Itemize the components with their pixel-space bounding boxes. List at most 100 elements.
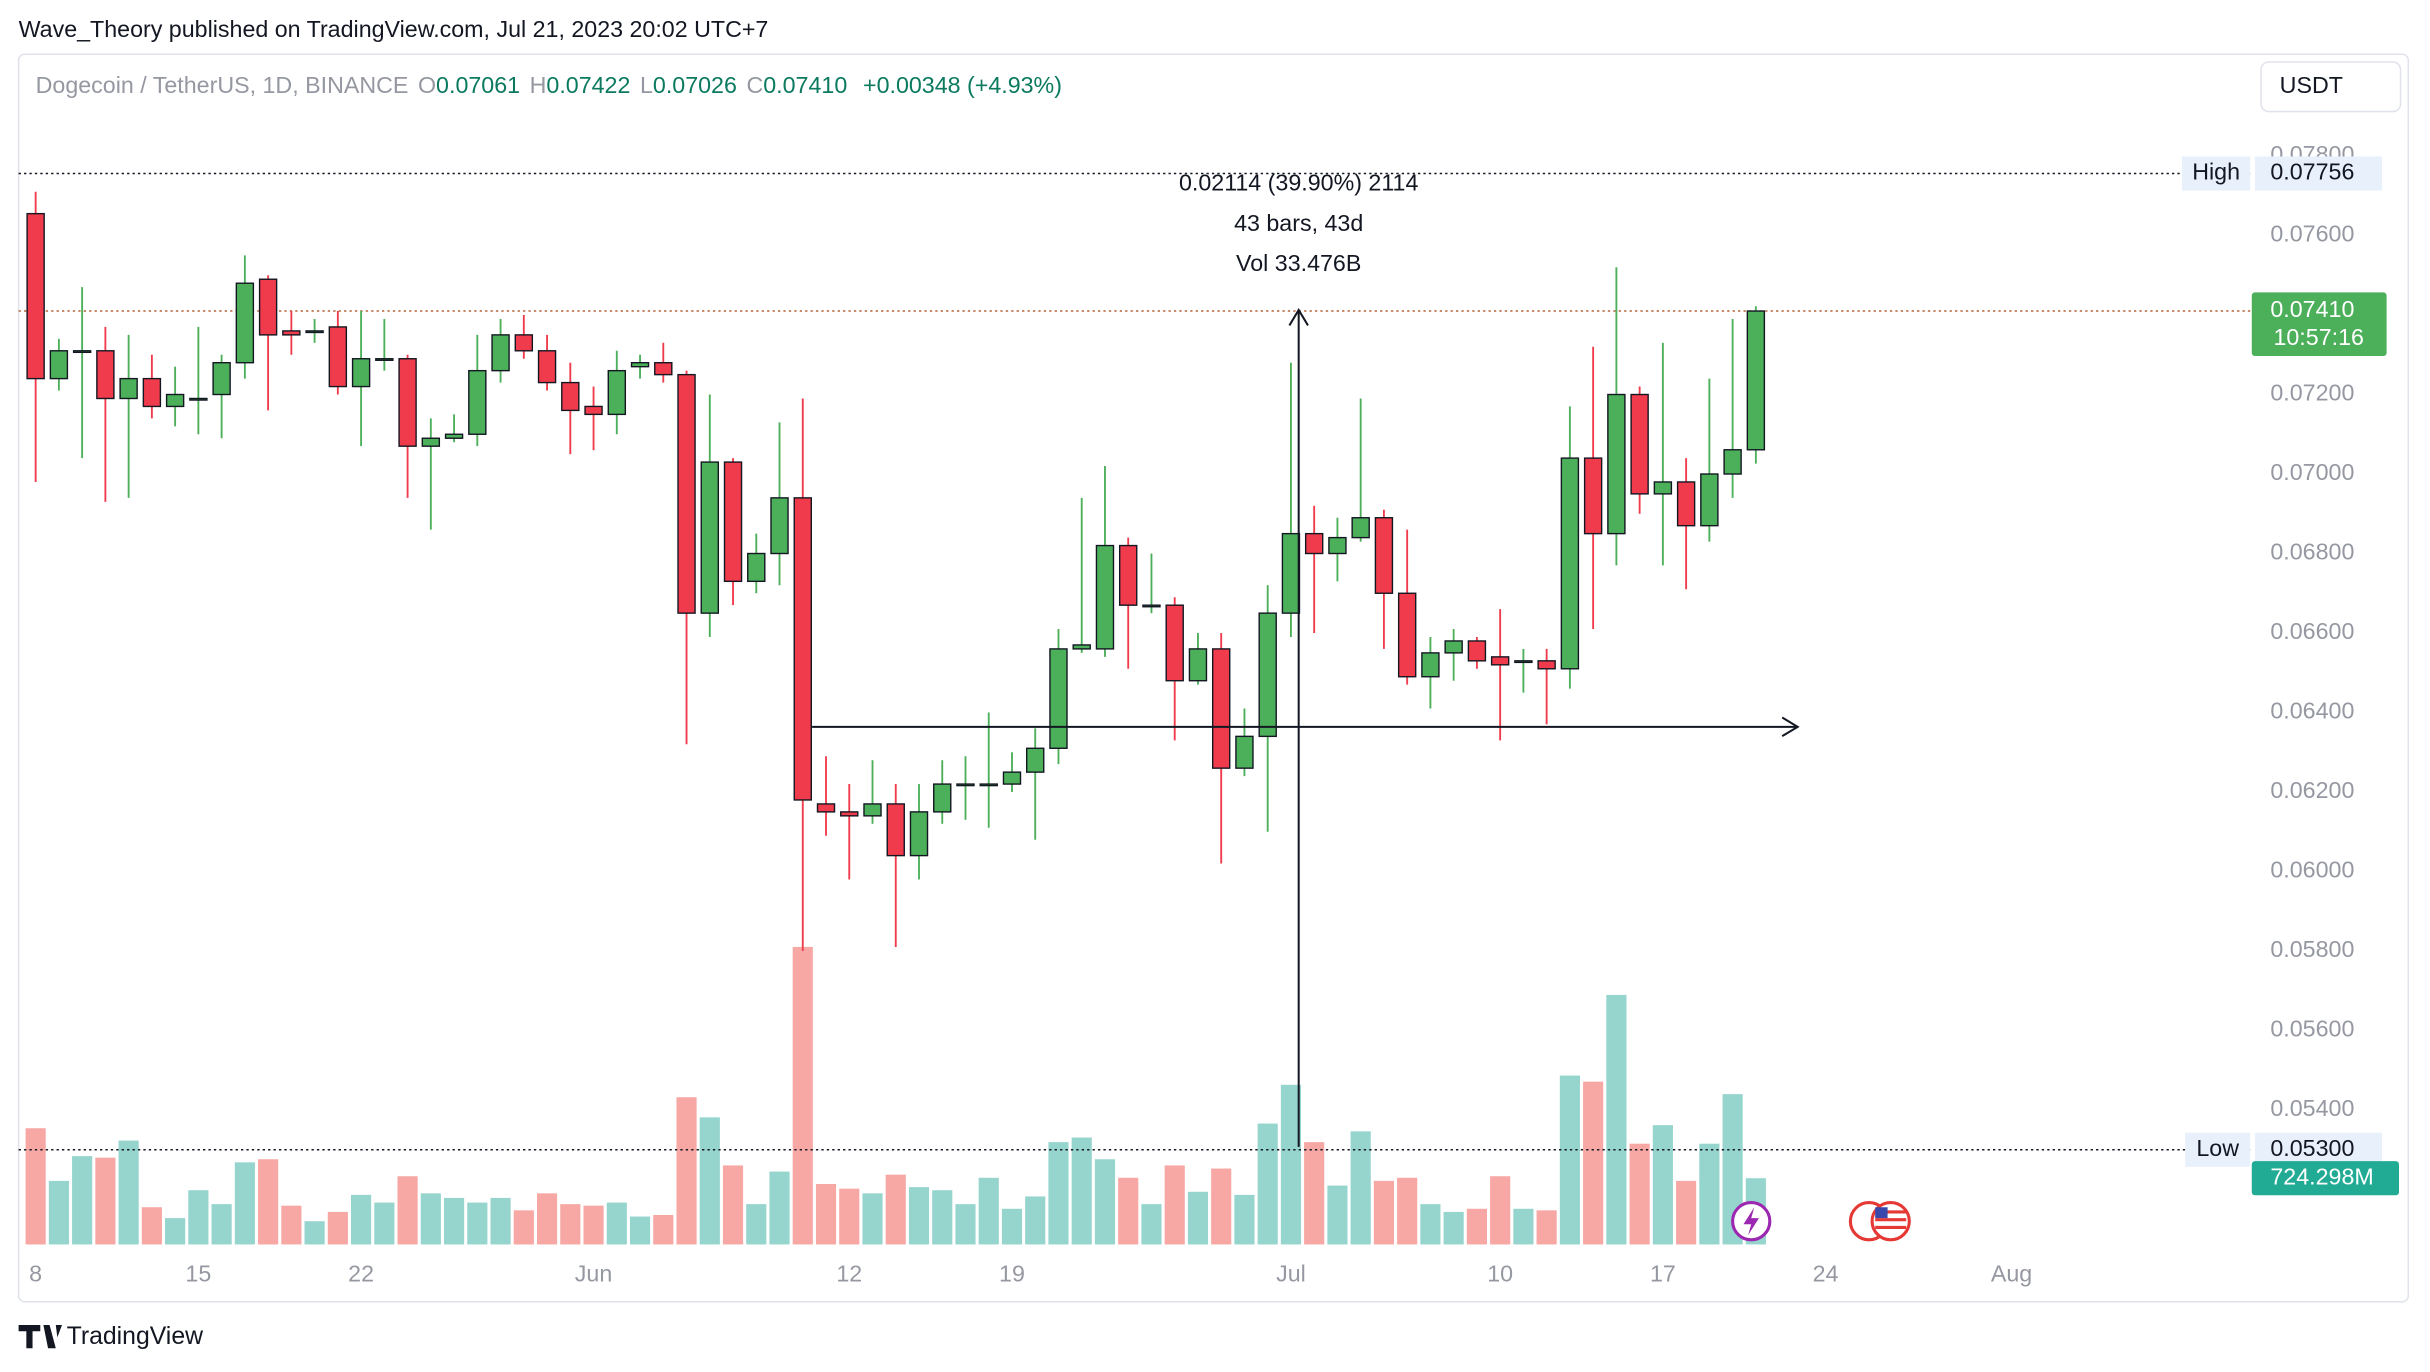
volume-bar (1071, 1137, 1092, 1245)
volume-bar (1606, 994, 1627, 1245)
candle-body (700, 461, 720, 614)
y-tick-label: 0.07200 (2270, 380, 2354, 406)
volume-bar (1001, 1208, 1023, 1245)
legend-low: 0.07026 (653, 72, 737, 98)
volume-bar (490, 1197, 511, 1245)
candle-body (351, 358, 371, 388)
volume-bar (1118, 1177, 1139, 1245)
last-price-countdown: 10:57:16 (2273, 324, 2363, 350)
y-tick-label: 0.06800 (2270, 539, 2354, 565)
candle-body (235, 282, 255, 364)
candle-body (1630, 393, 1649, 495)
candle-body (26, 212, 45, 380)
candle-body (607, 369, 627, 416)
volume-bar (1094, 1159, 1116, 1245)
event-icons[interactable] (1731, 1201, 1911, 1242)
volume-bar (1048, 1142, 1069, 1245)
candle-body (584, 405, 603, 416)
volume-bar (1234, 1194, 1255, 1245)
candle-body (1049, 648, 1068, 749)
volume-bar (1141, 1204, 1162, 1245)
candle-body (1374, 517, 1394, 594)
candle-body (1328, 536, 1347, 555)
candle-body (1281, 532, 1301, 614)
y-tick-label: 0.07000 (2270, 459, 2354, 485)
x-tick-label: 17 (1650, 1261, 1676, 1287)
volume-bar (1397, 1177, 1418, 1245)
y-tick-label: 0.07600 (2270, 221, 2354, 247)
candle-body (1002, 771, 1022, 785)
currency-label[interactable]: USDT (2280, 72, 2343, 98)
candle-body (1165, 604, 1184, 682)
volume-bar (676, 1097, 697, 1245)
currency-button[interactable] (2260, 61, 2402, 113)
candle-body (770, 497, 789, 555)
volume-bar (560, 1204, 581, 1245)
volume-bar (629, 1216, 651, 1245)
volume-bar (141, 1207, 162, 1245)
candle-body (491, 334, 510, 372)
volume-bar (746, 1204, 767, 1245)
candle-body (677, 373, 696, 614)
candle-body (165, 393, 185, 408)
volume-bar (188, 1190, 209, 1245)
volume-bar (1164, 1165, 1185, 1245)
candle-body (142, 377, 162, 408)
volume-label-box (2251, 1161, 2400, 1196)
candle-body (1095, 544, 1115, 650)
candle-body (305, 330, 324, 334)
volume-bar (467, 1202, 488, 1245)
volume-bar (606, 1202, 627, 1245)
measure-label: Vol 33.476B (1236, 250, 1361, 276)
volume-bar (444, 1197, 465, 1245)
x-tick-label: Aug (1991, 1261, 2032, 1287)
volume-bar (1280, 1084, 1302, 1245)
x-tick-label: 24 (1813, 1261, 1839, 1287)
legend-change: +0.00348 (+4.93%) (863, 72, 1062, 98)
volume-bar (1211, 1168, 1232, 1245)
y-tick-label: 0.06000 (2270, 857, 2354, 883)
low-label: Low (2196, 1135, 2239, 1161)
low-value: 0.05300 (2270, 1135, 2354, 1161)
candle-body (282, 330, 301, 336)
volume-bar (1443, 1211, 1464, 1245)
candle-body (421, 437, 441, 447)
candle-body (258, 278, 278, 336)
volume-bar (722, 1165, 744, 1245)
volume-bar (72, 1156, 93, 1245)
volume-bar (281, 1205, 302, 1245)
candle-body (1653, 481, 1673, 495)
volume-bar (1559, 1075, 1580, 1245)
candle-body (1700, 473, 1719, 527)
legend-open: 0.07061 (436, 72, 520, 98)
candle-body (747, 552, 766, 583)
plot-layer (18, 172, 2252, 1245)
measure-label: 43 bars, 43d (1234, 210, 1363, 236)
event-icon-glyph (1743, 1207, 1759, 1236)
candle-body (979, 783, 998, 787)
volume-bar (165, 1218, 186, 1245)
volume-bar (536, 1193, 558, 1245)
volume-label: 724.298M (2270, 1163, 2373, 1189)
volume-bar (513, 1210, 534, 1245)
volume-bar (1373, 1180, 1394, 1245)
volume-bar (1187, 1191, 1209, 1245)
candle-body (444, 433, 464, 439)
volume-bar (1304, 1142, 1325, 1245)
volume-bar (48, 1180, 69, 1245)
candle-body (840, 811, 859, 817)
candle-body (1397, 592, 1417, 678)
volume-bar (327, 1211, 348, 1245)
candle-body (1351, 517, 1370, 539)
candle-body (1490, 656, 1510, 666)
volume-bar (374, 1202, 395, 1245)
candle-body (1467, 640, 1487, 662)
volume-bar (1350, 1131, 1371, 1245)
last-price-box (2251, 292, 2387, 356)
last-price-value: 0.07410 (2270, 296, 2354, 322)
x-tick-label: 19 (999, 1261, 1025, 1287)
candle-body (119, 377, 138, 400)
candle-body (468, 369, 487, 435)
volume-bar (420, 1193, 441, 1245)
